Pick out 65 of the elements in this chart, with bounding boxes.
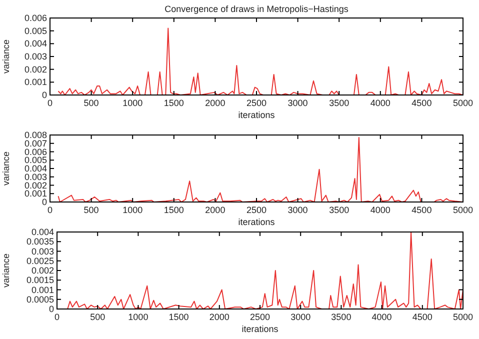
x-axis-title: iterations (242, 324, 279, 334)
line-series (58, 28, 464, 96)
line-series (64, 232, 464, 310)
y-tick-label: 0.002 (24, 180, 47, 190)
y-tick-label: 0 (42, 90, 47, 100)
x-axis-title: iterations (238, 217, 276, 227)
y-tick-label: 0.004 (24, 38, 47, 49)
x-tick-label: 1500 (164, 98, 184, 108)
y-tick-label: 0.007 (24, 138, 47, 148)
x-tick-label: 3500 (331, 312, 352, 322)
y-tick-label: 0.006 (24, 146, 47, 157)
x-tick-label: 3500 (329, 98, 350, 108)
y-axis-title: variance (1, 253, 11, 288)
y-tick-label: 0 (42, 197, 47, 207)
x-tick-label: 3000 (288, 98, 308, 108)
y-tick-label: 0.001 (31, 284, 54, 295)
x-tick-label: 5000 (452, 312, 474, 322)
x-tick-label: 4000 (370, 205, 390, 215)
y-tick-label: 0.005 (24, 26, 47, 36)
x-tick-label: 2500 (246, 205, 267, 215)
line-series (58, 137, 464, 202)
y-tick-label: 0.0005 (26, 294, 54, 304)
y-tick-label: 0.006 (24, 13, 47, 23)
y-tick-label: 0.003 (24, 52, 47, 62)
x-tick-label: 500 (84, 98, 99, 108)
x-tick-label: 5000 (452, 98, 474, 108)
x-tick-label: 3500 (329, 205, 350, 215)
x-tick-label: 2000 (205, 98, 226, 108)
x-tick-label: 5000 (452, 205, 474, 215)
x-tick-label: 4500 (412, 98, 432, 108)
x-tick-label: 3000 (290, 312, 311, 322)
x-tick-label: 2000 (209, 312, 230, 322)
x-axis-title: iterations (238, 110, 276, 120)
x-tick-label: 1500 (164, 205, 184, 215)
y-tick-label: 0.003 (31, 246, 54, 256)
x-tick-label: 4500 (412, 312, 432, 322)
y-tick-label: 0.0015 (26, 275, 54, 286)
y-tick-label: 0.001 (24, 77, 47, 88)
x-tick-label: 2000 (205, 205, 226, 215)
y-tick-label: 0.0025 (26, 256, 54, 266)
x-tick-label: 1000 (128, 312, 148, 322)
y-axis-title: variance (1, 151, 11, 186)
y-tick-label: 0.008 (24, 130, 47, 140)
x-tick-label: 500 (84, 205, 99, 215)
y-tick-label: 0.004 (24, 164, 47, 174)
x-tick-label: 2500 (250, 312, 270, 322)
x-tick-label: 4000 (370, 98, 390, 108)
y-tick-label: 0 (48, 304, 54, 314)
x-tick-label: 4500 (412, 205, 432, 215)
y-tick-label: 0.002 (31, 266, 54, 276)
y-tick-label: 0.004 (31, 227, 54, 237)
chart-title: Convergence of draws in Metropolis−Hastings (164, 4, 349, 14)
y-axis-title: variance (1, 39, 11, 74)
y-tick-label: 0.002 (24, 64, 47, 74)
y-tick-label: 0.005 (24, 155, 47, 166)
y-tick-label: 0.003 (24, 172, 47, 182)
x-tick-label: 1000 (122, 205, 143, 215)
y-tick-label: 0.0035 (26, 236, 54, 247)
x-tick-label: 1500 (168, 312, 189, 322)
x-tick-label: 3000 (288, 205, 308, 215)
x-tick-label: 1000 (122, 98, 143, 108)
y-tick-label: 0.001 (24, 188, 47, 199)
x-tick-label: 4000 (372, 312, 392, 322)
x-tick-label: 2500 (246, 98, 267, 108)
x-tick-label: 500 (90, 312, 106, 322)
